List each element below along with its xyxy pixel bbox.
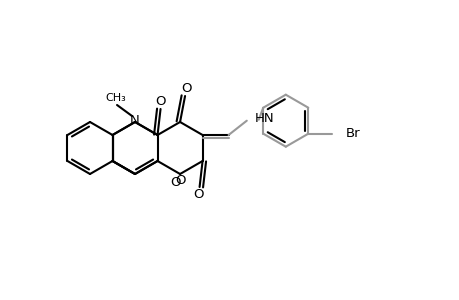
Text: Br: Br <box>345 127 359 140</box>
Text: O: O <box>174 175 185 188</box>
Text: N: N <box>130 113 140 127</box>
Text: HN: HN <box>254 112 274 125</box>
Text: O: O <box>180 82 191 94</box>
Text: O: O <box>169 176 180 188</box>
Text: O: O <box>155 94 165 107</box>
Text: CH₃: CH₃ <box>106 93 126 103</box>
Text: O: O <box>193 188 203 202</box>
